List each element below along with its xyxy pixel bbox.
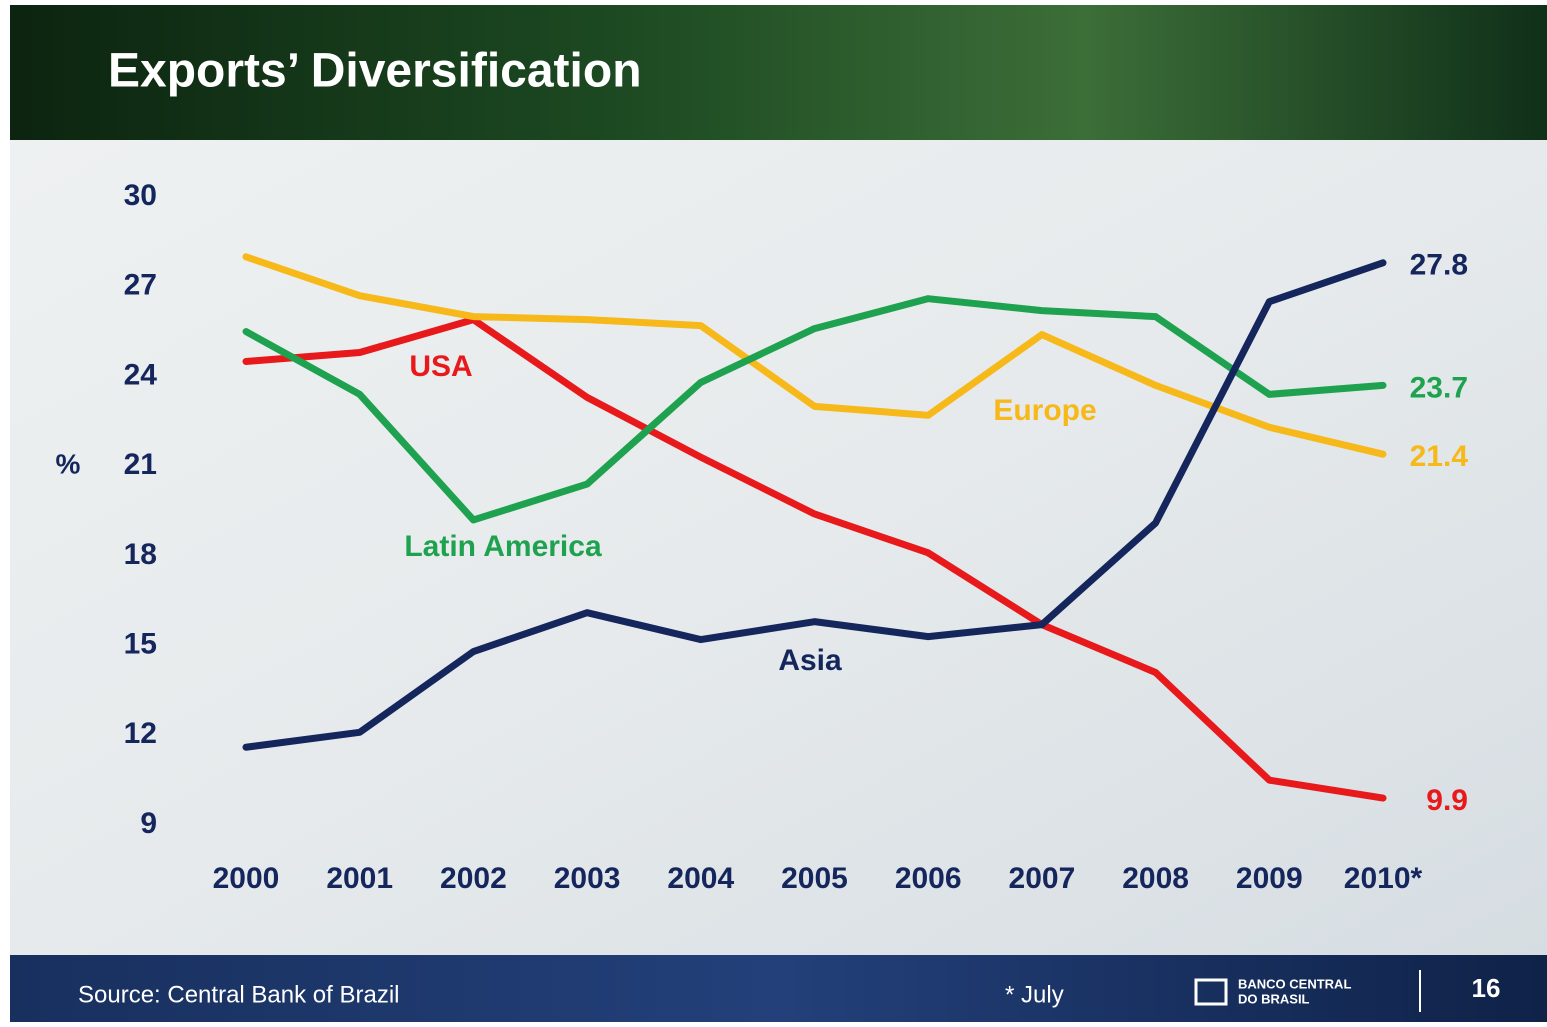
x-tick-label: 2001 [326, 862, 393, 895]
y-tick-label: 21 [124, 448, 157, 481]
x-tick-label: 2008 [1122, 862, 1189, 895]
x-tick-label: 2003 [554, 862, 621, 895]
value-label: 21.4 [1410, 440, 1469, 473]
x-tick-label: 2010* [1344, 862, 1423, 895]
series-line [242, 316, 1387, 802]
source: Source: Central Bank of Brazil [78, 981, 399, 1008]
y-tick-label: 15 [124, 627, 157, 660]
chart-title: Exports’ Diversification [108, 45, 642, 98]
y-tick-label: 12 [124, 717, 157, 750]
logo-icon [1194, 978, 1228, 1006]
value-label: 27.8 [1410, 249, 1468, 282]
x-tick-label: 2000 [213, 862, 280, 895]
value-label: 9.9 [1426, 784, 1468, 817]
plot-background [10, 140, 1547, 955]
x-tick-label: 2009 [1236, 862, 1303, 895]
series-label: Latin America [404, 530, 602, 563]
page-number: 16 [1472, 973, 1501, 1003]
title-bar [10, 5, 1547, 140]
y-tick-label: 18 [124, 538, 157, 571]
x-tick-label: 2002 [440, 862, 507, 895]
series-label: USA [409, 350, 472, 383]
x-tick-label: 2006 [895, 862, 962, 895]
x-tick-label: 2007 [1009, 862, 1076, 895]
series-label: Asia [778, 644, 842, 677]
series-label: Europe [993, 394, 1096, 427]
note: * July [1005, 981, 1064, 1008]
y-tick-label: 9 [140, 807, 157, 840]
series-line [242, 259, 1387, 751]
logo-text: DO BRASIL [1238, 991, 1310, 1006]
y-tick-label: 24 [124, 358, 158, 391]
footer-bar [10, 955, 1547, 1022]
y-axis-label: % [56, 448, 81, 479]
series-line [242, 253, 1387, 458]
y-tick-label: 27 [124, 269, 157, 302]
x-tick-label: 2004 [667, 862, 734, 895]
series-line [242, 295, 1387, 524]
x-tick-label: 2005 [781, 862, 848, 895]
y-tick-label: 30 [124, 179, 157, 212]
value-label: 23.7 [1410, 371, 1468, 404]
logo-text: BANCO CENTRAL [1238, 976, 1351, 991]
